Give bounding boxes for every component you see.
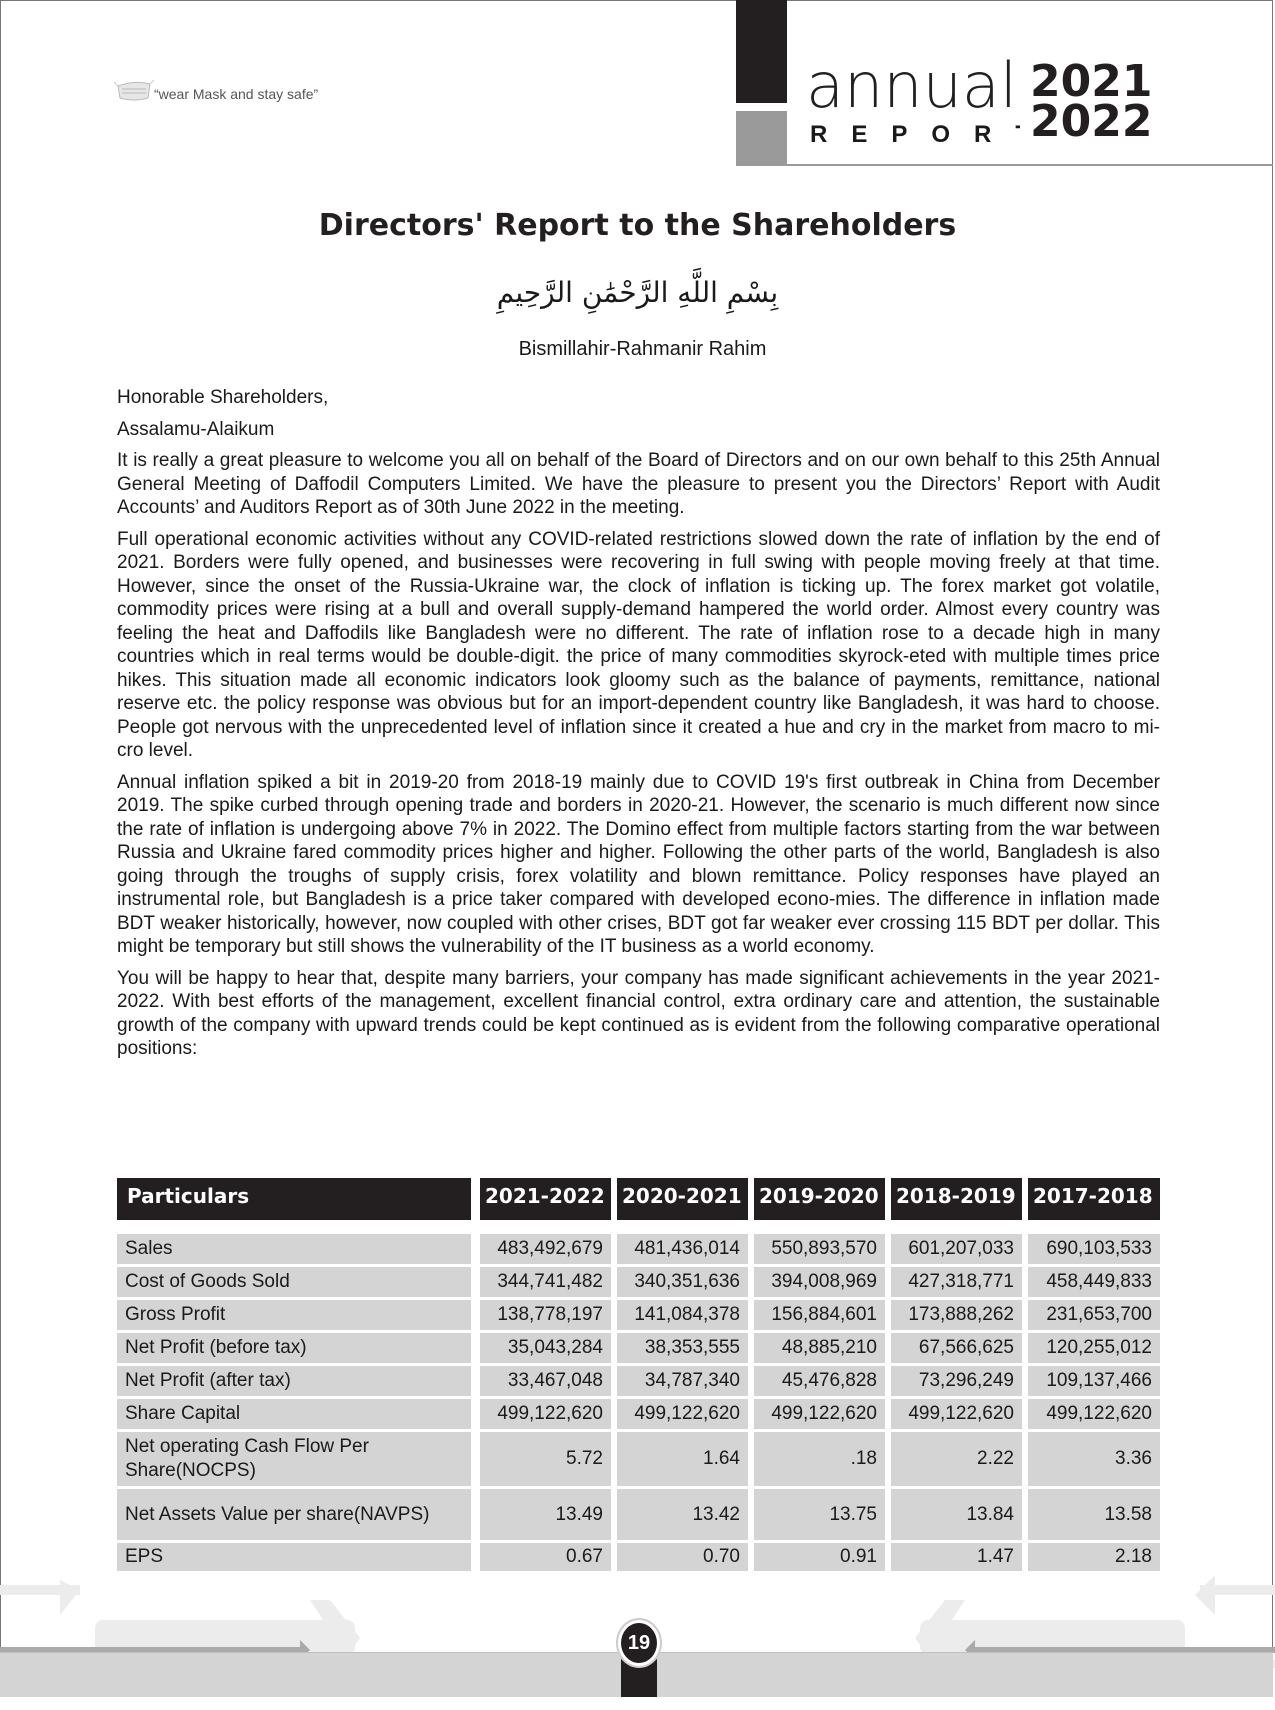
- column-header-particulars: Particulars: [117, 1178, 471, 1220]
- row-label: EPS: [117, 1543, 471, 1571]
- page-title: Directors' Report to the Shareholders: [318, 208, 957, 243]
- table-cell-value: 394,008,969: [754, 1267, 885, 1297]
- paragraph: Full operational economic activities wit…: [117, 528, 1160, 762]
- table-cell-value: 13.49: [480, 1489, 611, 1540]
- bismillah-calligraphy: بِسْمِ اللَّهِ الرَّحْمَٰنِ الرَّحِيمِ: [496, 276, 779, 309]
- column-header-year: 2018-2019: [891, 1178, 1022, 1220]
- table-cell-value: 2.22: [891, 1432, 1022, 1486]
- table-cell-value: 499,122,620: [754, 1399, 885, 1429]
- table-cell-value: 601,207,033: [891, 1234, 1022, 1264]
- report-body: Honorable Shareholders, Assalamu-Alaikum…: [117, 386, 1160, 1069]
- column-header-year: 2020-2021: [617, 1178, 748, 1220]
- salutation: Honorable Shareholders,: [117, 387, 329, 408]
- table-cell-value: .18: [754, 1432, 885, 1486]
- table-cell-value: 0.67: [480, 1543, 611, 1571]
- table-cell-value: 35,043,284: [480, 1333, 611, 1363]
- safety-tagline: “wear Mask and stay safe”: [154, 86, 319, 102]
- table-cell-value: 141,084,378: [617, 1300, 748, 1330]
- table-cell-value: 34,787,340: [617, 1366, 748, 1396]
- greeting: Assalamu-Alaikum: [117, 418, 275, 440]
- paragraph: You will be happy to hear that, despite …: [117, 967, 1160, 1060]
- table-cell-value: 156,884,601: [754, 1300, 885, 1330]
- table-cell-value: 0.70: [617, 1543, 748, 1571]
- row-label: Cost of Goods Sold: [117, 1267, 471, 1297]
- table-cell-value: 109,137,466: [1028, 1366, 1160, 1396]
- paragraph: Annual inflation spiked a bit in 2019-20…: [117, 771, 1160, 958]
- table-cell-value: 73,296,249: [891, 1366, 1022, 1396]
- table-cell-value: 458,449,833: [1028, 1267, 1160, 1297]
- table-cell-value: 13.75: [754, 1489, 885, 1540]
- row-label: Share Capital: [117, 1399, 471, 1429]
- header-black-block: [736, 0, 787, 103]
- row-label: Net Profit (after tax): [117, 1366, 471, 1396]
- header-report-wordmark: REPORT: [810, 122, 1020, 148]
- table-cell-value: 120,255,012: [1028, 1333, 1160, 1363]
- table-cell-value: 499,122,620: [480, 1399, 611, 1429]
- table-cell-value: 38,353,555: [617, 1333, 748, 1363]
- table-cell-value: 33,467,048: [480, 1366, 611, 1396]
- header-year-end: 2022: [1030, 96, 1153, 147]
- table-cell-value: 550,893,570: [754, 1234, 885, 1264]
- row-label: Net Profit (before tax): [117, 1333, 471, 1363]
- header-gray-block: [736, 111, 787, 166]
- row-label: Net operating Cash Flow Per Share(NOCPS): [117, 1432, 471, 1486]
- table-cell-value: 13.84: [891, 1489, 1022, 1540]
- table-cell-value: 483,492,679: [480, 1234, 611, 1264]
- bismillah-transliteration: Bismillahir-Rahmanir Rahim: [518, 338, 767, 360]
- row-label: Gross Profit: [117, 1300, 471, 1330]
- table-cell-value: 231,653,700: [1028, 1300, 1160, 1330]
- table-cell-value: 2.18: [1028, 1543, 1160, 1571]
- row-label: Sales: [117, 1234, 471, 1264]
- column-header-year: 2017-2018: [1028, 1178, 1160, 1220]
- page-number: 19: [618, 1620, 660, 1666]
- table-cell-value: 173,888,262: [891, 1300, 1022, 1330]
- table-cell-value: 138,778,197: [480, 1300, 611, 1330]
- table-cell-value: 499,122,620: [617, 1399, 748, 1429]
- table-cell-value: 1.64: [617, 1432, 748, 1486]
- table-cell-value: 48,885,210: [754, 1333, 885, 1363]
- table-cell-value: 13.42: [617, 1489, 748, 1540]
- table-cell-value: 0.91: [754, 1543, 885, 1571]
- row-label: Net Assets Value per share(NAVPS): [117, 1489, 471, 1540]
- table-cell-value: 427,318,771: [891, 1267, 1022, 1297]
- table-cell-value: 1.47: [891, 1543, 1022, 1571]
- header-annual-wordmark: annual: [806, 54, 1018, 118]
- table-cell-value: 340,351,636: [617, 1267, 748, 1297]
- header-years: 2021 2022: [1030, 56, 1153, 147]
- table-cell-value: 499,122,620: [891, 1399, 1022, 1429]
- face-mask-icon: [114, 79, 154, 101]
- table-cell-value: 13.58: [1028, 1489, 1160, 1540]
- table-cell-value: 3.36: [1028, 1432, 1160, 1486]
- table-cell-value: 344,741,482: [480, 1267, 611, 1297]
- table-cell-value: 499,122,620: [1028, 1399, 1160, 1429]
- header-year-start: 2021: [1030, 56, 1153, 107]
- paragraph: It is really a great pleasure to welcome…: [117, 450, 1160, 518]
- table-cell-value: 67,566,625: [891, 1333, 1022, 1363]
- header-divider: [736, 164, 1273, 166]
- column-header-year: 2021-2022: [480, 1178, 611, 1220]
- table-cell-value: 690,103,533: [1028, 1234, 1160, 1264]
- table-cell-value: 481,436,014: [617, 1234, 748, 1264]
- table-cell-value: 45,476,828: [754, 1366, 885, 1396]
- column-header-year: 2019-2020: [754, 1178, 885, 1220]
- table-cell-value: 5.72: [480, 1432, 611, 1486]
